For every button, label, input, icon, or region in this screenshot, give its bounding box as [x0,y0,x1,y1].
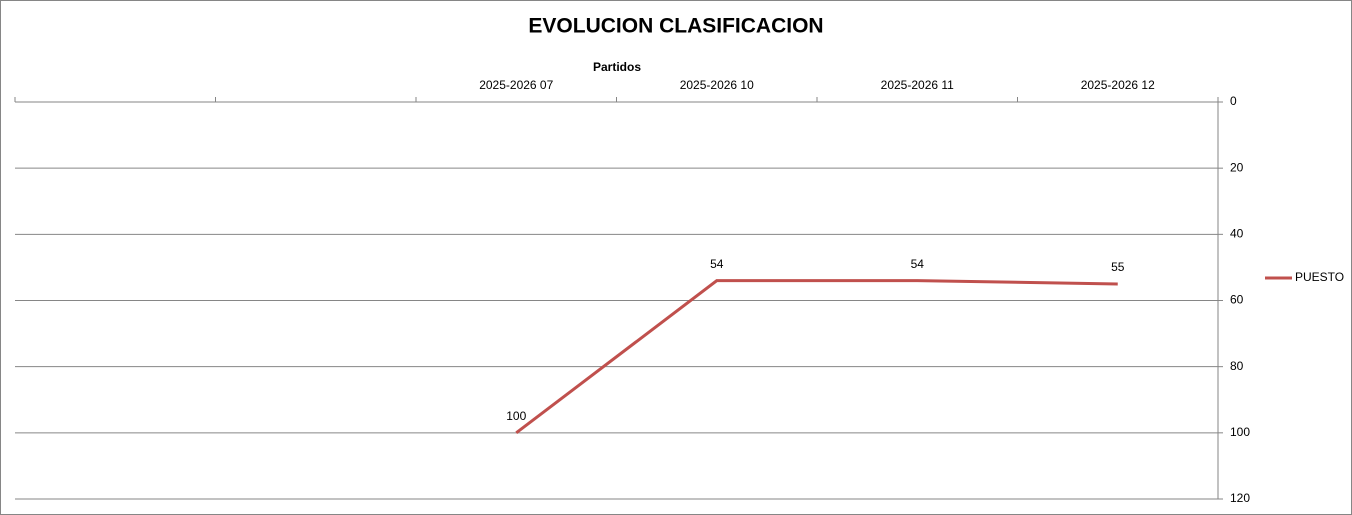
x-tick-label: 2025-2026 12 [1081,78,1155,92]
y-tick-label: 60 [1230,293,1244,307]
data-label: 54 [911,257,925,271]
x-axis-title: Partidos [593,60,641,74]
line-series [515,279,1118,435]
legend-label: PUESTO [1295,270,1344,284]
y-tick-label: 20 [1230,160,1244,174]
y-tick-label: 120 [1230,491,1250,505]
data-label: 54 [710,257,724,271]
y-tick-label: 80 [1230,359,1244,373]
y-tick-label: 0 [1230,94,1237,108]
x-tick-label: 2025-2026 10 [680,78,754,92]
x-tick-label: 2025-2026 07 [479,78,553,92]
x-tick-label: 2025-2026 11 [881,78,955,92]
chart-title: EVOLUCION CLASIFICACION [528,15,823,38]
data-label: 100 [506,409,526,423]
y-tick-label: 40 [1230,227,1244,241]
y-tick-label: 100 [1230,425,1250,439]
data-label: 55 [1111,260,1125,274]
